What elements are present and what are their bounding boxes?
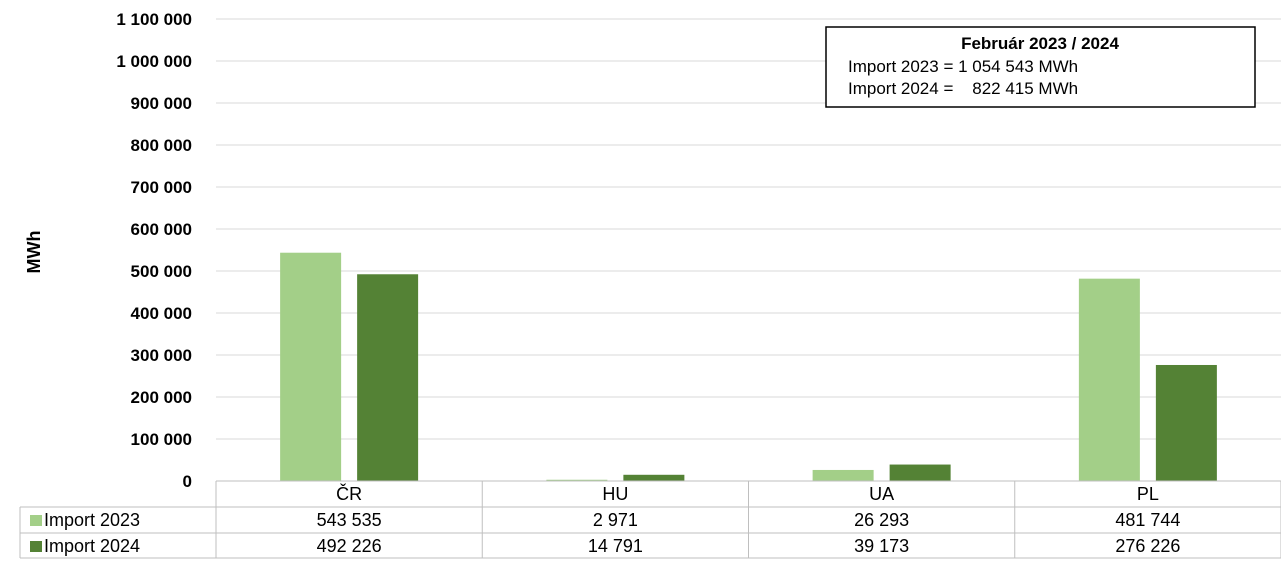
data-label: 481 744	[1115, 510, 1180, 530]
data-label: 2 971	[593, 510, 638, 530]
y-tick-label: 600 000	[131, 220, 192, 239]
y-tick-label: 500 000	[131, 262, 192, 281]
y-tick-label: 900 000	[131, 94, 192, 113]
legend-label-2024: Import 2024	[44, 536, 140, 556]
category-label: PL	[1137, 484, 1159, 504]
data-label: 26 293	[854, 510, 909, 530]
summary-line-2023: Import 2023 = 1 054 543 MWh	[848, 57, 1078, 76]
legend-label-2023: Import 2023	[44, 510, 140, 530]
y-tick-label: 0	[183, 472, 192, 491]
y-tick-label: 200 000	[131, 388, 192, 407]
category-label: ČR	[336, 483, 362, 504]
bar-2023-2	[812, 469, 874, 481]
data-table: ČR HU UA PL Import 2023 543 535 2 971 26 293 481…	[19, 480, 1281, 559]
bar-2023-1	[546, 479, 608, 481]
y-tick-label: 400 000	[131, 304, 192, 323]
bar-2023-0	[280, 252, 342, 481]
bar-2024-3	[1155, 364, 1217, 481]
y-axis-ticks: 0 100 000 200 000 300 000 400 000 500 000 600 …	[116, 10, 192, 491]
data-label: 492 226	[317, 536, 382, 556]
bar-2024-0	[357, 274, 419, 481]
bar-2023-3	[1078, 278, 1140, 481]
data-label: 14 791	[588, 536, 643, 556]
y-tick-label: 800 000	[131, 136, 192, 155]
y-tick-label: 1 000 000	[116, 52, 192, 71]
y-tick-label: 1 100 000	[116, 10, 192, 29]
summary-line-2024: Import 2024 = 822 415 MWh	[848, 79, 1078, 98]
bar-2024-2	[889, 464, 951, 481]
category-label: UA	[869, 484, 894, 504]
bars	[280, 252, 1217, 481]
summary-title: Február 2023 / 2024	[961, 34, 1119, 53]
summary-box-border	[825, 26, 1256, 108]
data-label: 276 226	[1115, 536, 1180, 556]
bar-2024-1	[623, 474, 685, 481]
data-label: 39 173	[854, 536, 909, 556]
y-axis-label: MWh	[24, 231, 44, 274]
data-label: 543 535	[317, 510, 382, 530]
legend-swatch-2024	[30, 541, 42, 552]
category-label: HU	[602, 484, 628, 504]
summary-box: Február 2023 / 2024 Import 2023 = 1 054 …	[825, 26, 1256, 108]
y-tick-label: 300 000	[131, 346, 192, 365]
y-tick-label: 100 000	[131, 430, 192, 449]
y-tick-label: 700 000	[131, 178, 192, 197]
legend-swatch-2023	[30, 515, 42, 526]
